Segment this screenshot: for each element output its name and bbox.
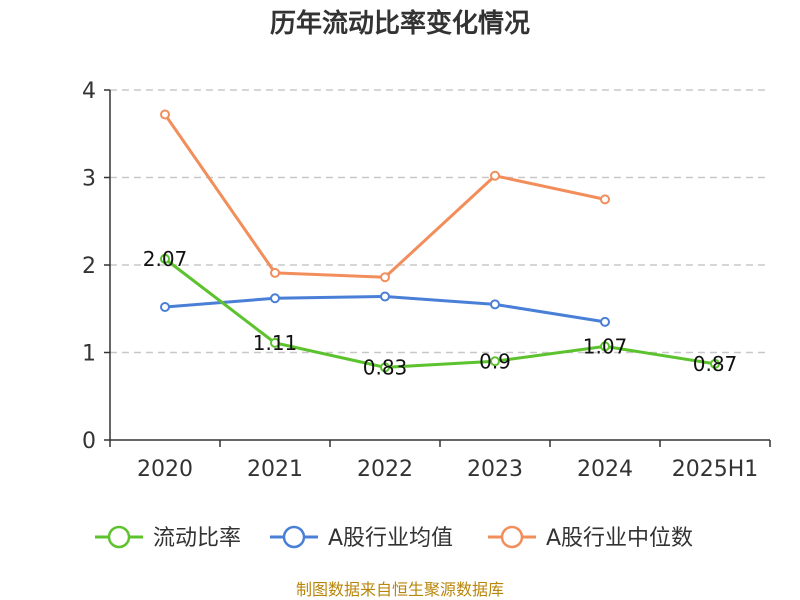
chart-title: 历年流动比率变化情况 (270, 8, 530, 39)
data-point (160, 302, 170, 312)
data-point (710, 358, 720, 369)
legend-marker-icon (282, 525, 306, 549)
data-label: 0.87 (693, 352, 738, 376)
data-point (490, 356, 500, 367)
legend: 流动比率 A股行业均值 A股行业中位数 (95, 525, 693, 551)
data-point (270, 267, 280, 278)
data-point (600, 316, 610, 327)
x-tick-label: 2020 (137, 457, 193, 482)
source-note: 制图数据来自恒生聚源数据库 (296, 580, 504, 599)
data-label: 1.07 (583, 334, 628, 358)
x-tick-label: 2025H1 (672, 457, 759, 482)
data-point (380, 291, 390, 302)
data-point (160, 109, 170, 120)
data-point (490, 299, 500, 310)
data-label: 0.9 (479, 349, 511, 373)
series-line (164, 257, 716, 369)
x-tick-label: 2024 (577, 457, 633, 482)
legend-marker-icon (107, 525, 131, 549)
label-layer: 2.07 1.11 0.83 0.9 1.07 0.87 (143, 247, 738, 380)
data-point (600, 341, 610, 352)
x-tick-label: 2022 (357, 457, 413, 482)
x-tick-label: 2021 (247, 457, 303, 482)
y-tick-label: 2 (82, 254, 96, 279)
x-tick-label: 2023 (467, 457, 523, 482)
data-point (490, 170, 500, 181)
legend-marker-icon (500, 525, 524, 549)
data-point (600, 194, 610, 205)
y-tick-label: 1 (82, 342, 96, 367)
data-label: 0.83 (363, 355, 408, 379)
axis-layer: 0 1 2 3 4 2020 2021 2022 2023 2024 2025H1 (82, 79, 771, 482)
y-tick-label: 0 (82, 429, 96, 454)
legend-label: A股行业中位数 (546, 526, 693, 551)
legend-label: A股行业均值 (328, 526, 453, 551)
grid-layer (110, 89, 770, 354)
data-point (270, 337, 280, 348)
legend-label: 流动比率 (153, 526, 241, 551)
data-point (380, 272, 390, 283)
data-label: 1.11 (253, 331, 298, 355)
data-label: 2.07 (143, 247, 188, 271)
data-point (270, 293, 280, 304)
series-line (163, 113, 606, 279)
data-point (380, 362, 390, 373)
y-tick-label: 4 (82, 79, 96, 104)
series-layer (160, 109, 720, 373)
data-point (160, 253, 170, 264)
y-tick-label: 3 (82, 167, 96, 192)
